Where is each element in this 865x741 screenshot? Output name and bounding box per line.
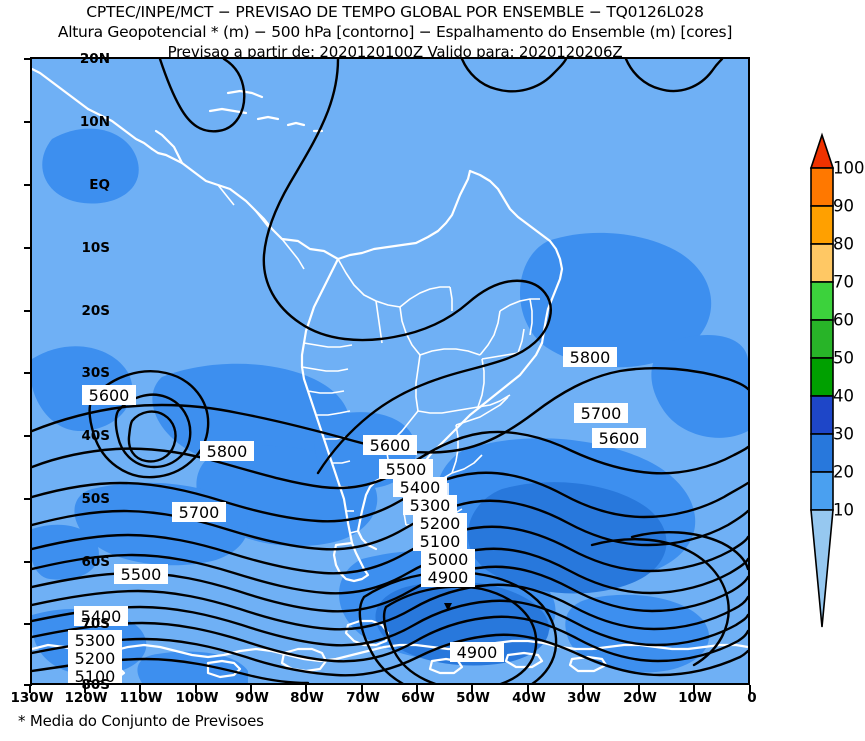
svg-text:5300: 5300 bbox=[410, 496, 451, 515]
x-tick-label: 20W bbox=[623, 690, 657, 706]
contour-label: 5800 bbox=[200, 441, 254, 461]
colorbar-tick-label: 30 bbox=[833, 424, 854, 444]
map-canvas: 5600 5800 5700 5500 5400 5300 5200 5100 … bbox=[32, 59, 748, 683]
contour-labels: 5600 5800 5700 5500 5400 5300 5200 5100 … bbox=[68, 347, 646, 683]
x-tick-label: 50W bbox=[456, 690, 490, 706]
internal-borders bbox=[217, 184, 540, 534]
svg-text:5800: 5800 bbox=[207, 442, 248, 461]
svg-text:5700: 5700 bbox=[581, 404, 622, 423]
colorbar-tick-label: 70 bbox=[833, 272, 854, 292]
contour-label: 5600 bbox=[363, 435, 417, 455]
contour-label: 4900 bbox=[421, 567, 475, 587]
svg-text:5600: 5600 bbox=[599, 429, 640, 448]
x-tick-label: 0 bbox=[747, 690, 757, 706]
x-tick-label: 80W bbox=[290, 690, 324, 706]
colorbar-band-40-50 bbox=[810, 357, 834, 397]
colorbar-band-50-60 bbox=[810, 319, 834, 359]
x-tick-label: 120W bbox=[64, 690, 108, 706]
contour-label: 5500 bbox=[114, 564, 168, 584]
colorbar-band-under-10 bbox=[810, 509, 834, 628]
x-tick-label: 70W bbox=[346, 690, 380, 706]
contour-label: 5700 bbox=[172, 502, 226, 522]
svg-text:5500: 5500 bbox=[121, 565, 162, 584]
x-tick-label: 100W bbox=[175, 690, 219, 706]
colorbar-tick-label: 20 bbox=[833, 462, 854, 482]
contour-label: 5600 bbox=[592, 428, 646, 448]
contour-label: 5300 bbox=[68, 630, 122, 650]
colorbar-svg bbox=[809, 132, 835, 628]
colorbar-band-10-20 bbox=[810, 471, 834, 511]
colorbar-band-80-90 bbox=[810, 205, 834, 245]
x-tick-label: 40W bbox=[512, 690, 546, 706]
svg-text:4900: 4900 bbox=[457, 643, 498, 662]
colorbar[interactable]: 100 90 80 70 60 50 40 30 20 10 bbox=[795, 130, 865, 630]
contour-label: 5100 bbox=[413, 531, 467, 551]
contour-label: 4900 bbox=[450, 642, 504, 662]
footnote: * Media do Conjunto de Previsoes bbox=[18, 712, 264, 730]
contour-label: 5800 bbox=[563, 347, 617, 367]
colorbar-tick-label: 80 bbox=[833, 234, 854, 254]
colorbar-tick-label: 90 bbox=[833, 196, 854, 216]
title-line-1: CPTEC/INPE/MCT − PREVISAO DE TEMPO GLOBA… bbox=[86, 3, 704, 21]
colorbar-band-over-100 bbox=[809, 132, 835, 169]
contour-label: 5300 bbox=[403, 495, 457, 515]
colorbar-band-90-100 bbox=[810, 167, 834, 207]
contour-label: 5600 bbox=[82, 385, 136, 405]
contour-label: 5400 bbox=[393, 477, 447, 497]
colorbar-tick-label: 50 bbox=[833, 348, 854, 368]
contour-label: 5500 bbox=[379, 459, 433, 479]
svg-text:5600: 5600 bbox=[370, 436, 411, 455]
colorbar-band-70-80 bbox=[810, 243, 834, 283]
svg-text:5100: 5100 bbox=[75, 667, 116, 683]
contour-label: 5400 bbox=[74, 606, 128, 626]
svg-text:5700: 5700 bbox=[179, 503, 220, 522]
colorbar-band-60-70 bbox=[810, 281, 834, 321]
contour-label: 5100 bbox=[68, 666, 122, 683]
colorbar-tick-label: 10 bbox=[833, 500, 854, 520]
x-tick-label: 110W bbox=[119, 690, 163, 706]
colorbar-tick-label: 40 bbox=[833, 386, 854, 406]
map-plot-area[interactable]: 5600 5800 5700 5500 5400 5300 5200 5100 … bbox=[30, 57, 750, 685]
title-line-2: Altura Geopotencial * (m) − 500 hPa [con… bbox=[57, 23, 733, 41]
colorbar-band-20-30 bbox=[810, 433, 834, 473]
svg-text:5400: 5400 bbox=[81, 607, 122, 626]
x-tick-label: 130W bbox=[10, 690, 54, 706]
x-tick-label: 10W bbox=[678, 690, 712, 706]
x-tick-label: 60W bbox=[401, 690, 435, 706]
svg-text:5200: 5200 bbox=[75, 649, 116, 668]
colorbar-band-30-40 bbox=[810, 395, 834, 435]
svg-text:5300: 5300 bbox=[75, 631, 116, 650]
svg-text:5800: 5800 bbox=[570, 348, 611, 367]
contour-label: 5000 bbox=[421, 549, 475, 569]
x-tick-label: 90W bbox=[235, 690, 269, 706]
svg-text:5100: 5100 bbox=[420, 532, 461, 551]
svg-text:4900: 4900 bbox=[428, 568, 469, 587]
svg-text:5600: 5600 bbox=[89, 386, 130, 405]
svg-text:5500: 5500 bbox=[386, 460, 427, 479]
svg-text:5400: 5400 bbox=[400, 478, 441, 497]
svg-text:5200: 5200 bbox=[420, 514, 461, 533]
colorbar-tick-label: 60 bbox=[833, 310, 854, 330]
x-tick-label: 30W bbox=[567, 690, 601, 706]
title-block: CPTEC/INPE/MCT − PREVISAO DE TEMPO GLOBA… bbox=[0, 0, 790, 61]
contour-label: 5200 bbox=[68, 648, 122, 668]
contour-label: 5200 bbox=[413, 513, 467, 533]
colorbar-tick-label: 100 bbox=[833, 158, 865, 178]
contour-label: 5700 bbox=[574, 403, 628, 423]
coastline-south-america bbox=[32, 67, 564, 583]
svg-text:5000: 5000 bbox=[428, 550, 469, 569]
title-line-3: Previsao a partir de: 2020120100Z Valido… bbox=[167, 43, 623, 61]
